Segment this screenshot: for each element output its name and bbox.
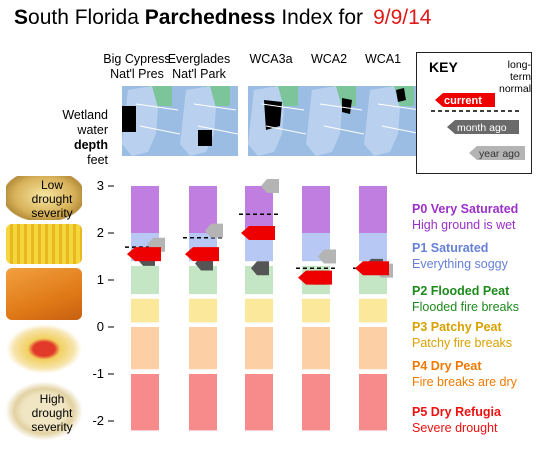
band-0-col-4 (359, 186, 387, 233)
map-big-cypress (122, 86, 180, 156)
column-header-big-cypress: Big Cypress Nat'l Pres (103, 52, 171, 81)
band-label-p1: P1 Saturated Everything soggy (412, 241, 508, 271)
band-3-col-1 (189, 298, 217, 323)
band-label-p2: P2 Flooded Peat Flooded fire breaks (412, 284, 520, 314)
band-4-col-1 (189, 327, 217, 370)
nachos-image (6, 324, 82, 374)
y-tick-label: 1 (97, 272, 104, 287)
cornbread-image (6, 268, 82, 320)
band-3-col-4 (359, 298, 387, 323)
band-5-col-0 (131, 374, 159, 431)
band-label-p5: P5 Dry Refugia Severe drought (412, 405, 501, 435)
key-year-ago-label: year ago (479, 148, 520, 160)
column-header-wca3a: WCA3a (249, 52, 293, 66)
band-0-col-3 (302, 186, 330, 233)
map-wca1 (364, 86, 422, 156)
month-ago-marker-col-2 (251, 261, 269, 276)
band-3-col-0 (131, 298, 159, 323)
key-current-symbol (435, 93, 495, 107)
y-tick-label: 2 (97, 225, 104, 240)
map-wca2 (306, 86, 364, 156)
band-5-col-2 (245, 374, 273, 431)
soup-image (6, 176, 82, 220)
column-header-wca2: WCA2 (310, 52, 348, 66)
low-severity-label: Low drought severity (31, 178, 73, 220)
current-marker-col-3 (298, 270, 332, 285)
band-4-col-2 (245, 327, 273, 370)
high-severity-label: High drought severity (31, 392, 73, 434)
key-current-label: current (444, 95, 482, 107)
y-tick-label: 3 (97, 178, 104, 193)
band-5-col-4 (359, 374, 387, 431)
band-2-col-0 (131, 265, 159, 295)
year-ago-marker-col-1 (205, 223, 223, 238)
map-wca3a (248, 86, 306, 156)
band-0-col-2 (245, 186, 273, 233)
corn-image (6, 224, 82, 264)
band-4-col-0 (131, 327, 159, 370)
band-label-p3: P3 Patchy Peat Patchy fire breaks (412, 320, 513, 350)
map-everglades (180, 86, 238, 156)
y-tick-label: 0 (97, 319, 104, 334)
title-date: 9/9/14 (373, 6, 432, 29)
current-marker-col-2 (241, 226, 275, 240)
band-2-col-1 (189, 265, 217, 295)
band-1-col-4 (359, 233, 387, 262)
year-ago-marker-col-2 (261, 179, 279, 193)
key-month-ago-symbol (447, 120, 519, 134)
band-5-col-3 (302, 374, 330, 431)
key-title: KEY (429, 59, 458, 75)
y-tick-label: -1 (92, 366, 104, 381)
column-header-wca1: WCA1 (364, 52, 402, 66)
band-0-col-0 (131, 186, 159, 233)
band-4-col-4 (359, 327, 387, 370)
band-3-col-2 (245, 298, 273, 323)
key-year-ago-symbol (469, 146, 525, 160)
y-tick-label: -2 (92, 413, 104, 428)
legend-key: KEY long-term normal current month ago y… (416, 52, 532, 174)
band-4-col-3 (302, 327, 330, 370)
band-3-col-3 (302, 298, 330, 323)
current-marker-col-1 (185, 247, 219, 262)
popcorn-image (6, 382, 82, 440)
column-header-everglades: Everglades Nat'l Park (167, 52, 231, 81)
key-long-term-label: long-term normal (499, 59, 532, 95)
year-ago-marker-col-3 (318, 249, 336, 264)
chart-title: South Florida Parchedness Index for 9/9/1… (14, 6, 432, 29)
key-symbols: current month ago year ago (431, 93, 525, 160)
current-marker-col-0 (127, 247, 161, 262)
band-label-p4: P4 Dry Peat Fire breaks are dry (412, 359, 517, 389)
band-5-col-1 (189, 374, 217, 431)
key-month-ago-label: month ago (457, 122, 507, 134)
band-label-p0: P0 Very Saturated High ground is wet (412, 202, 519, 232)
current-marker-col-4 (355, 261, 389, 276)
y-axis-label: Wetland water depth feet (62, 108, 108, 167)
